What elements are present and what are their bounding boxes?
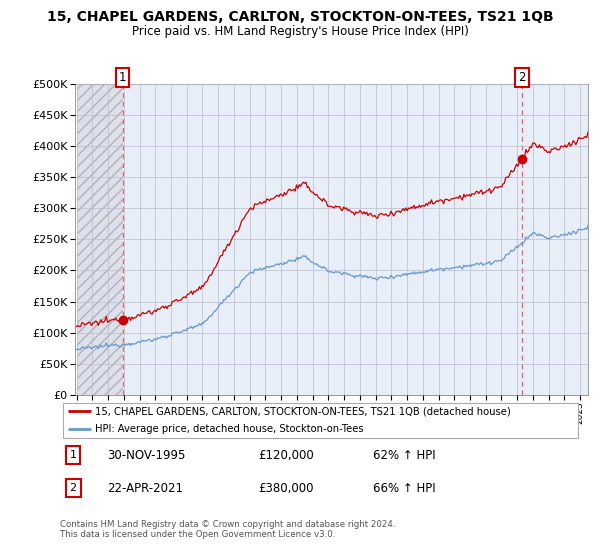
Text: £380,000: £380,000 (259, 482, 314, 495)
Text: HPI: Average price, detached house, Stockton-on-Tees: HPI: Average price, detached house, Stoc… (95, 424, 364, 434)
Text: 2: 2 (518, 71, 526, 84)
Text: 22-APR-2021: 22-APR-2021 (107, 482, 183, 495)
Text: 66% ↑ HPI: 66% ↑ HPI (373, 482, 436, 495)
Text: 15, CHAPEL GARDENS, CARLTON, STOCKTON-ON-TEES, TS21 1QB: 15, CHAPEL GARDENS, CARLTON, STOCKTON-ON… (47, 10, 553, 24)
Text: 30-NOV-1995: 30-NOV-1995 (107, 449, 185, 462)
FancyBboxPatch shape (62, 403, 578, 438)
Text: £120,000: £120,000 (259, 449, 314, 462)
Text: 1: 1 (119, 71, 126, 84)
Text: 1: 1 (70, 450, 77, 460)
Text: Price paid vs. HM Land Registry's House Price Index (HPI): Price paid vs. HM Land Registry's House … (131, 25, 469, 38)
Text: 15, CHAPEL GARDENS, CARLTON, STOCKTON-ON-TEES, TS21 1QB (detached house): 15, CHAPEL GARDENS, CARLTON, STOCKTON-ON… (95, 406, 511, 416)
Text: 2: 2 (70, 483, 77, 493)
Text: Contains HM Land Registry data © Crown copyright and database right 2024.
This d: Contains HM Land Registry data © Crown c… (60, 520, 395, 539)
Text: 62% ↑ HPI: 62% ↑ HPI (373, 449, 436, 462)
